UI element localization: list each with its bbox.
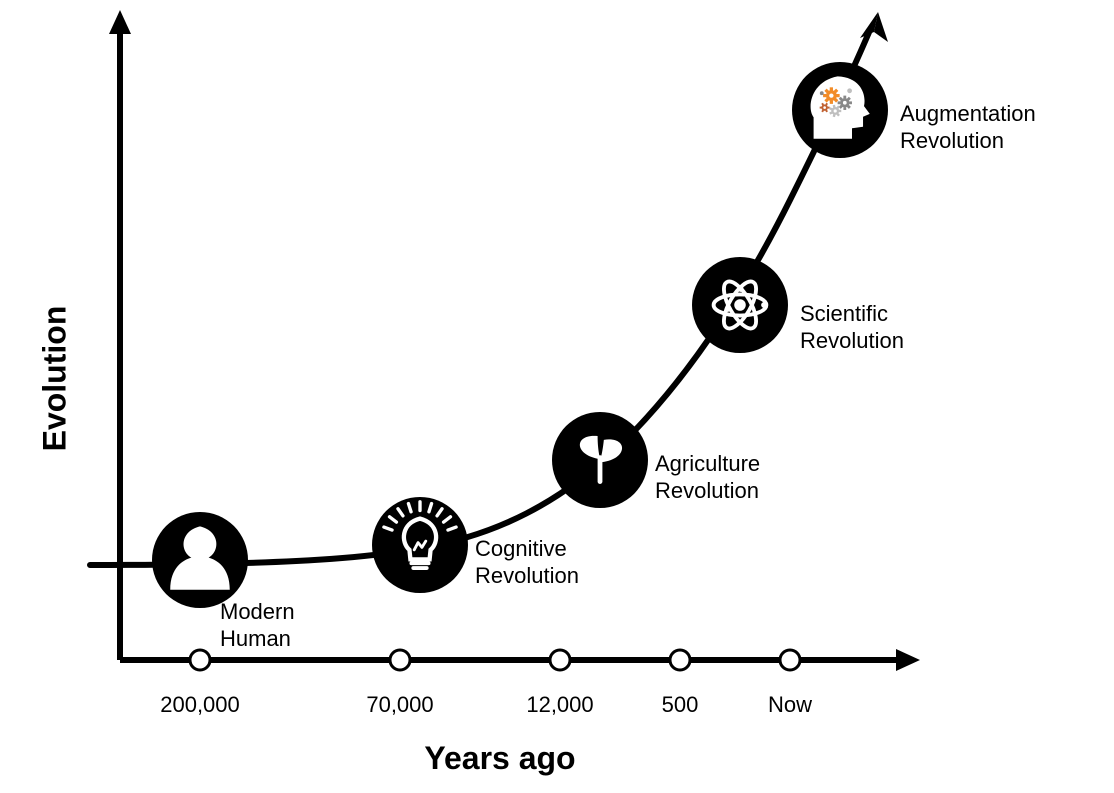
y-axis-label-text: Evolution xyxy=(37,306,73,452)
x-tick-label: 200,000 xyxy=(160,692,240,718)
x-tick-label-text: 12,000 xyxy=(526,692,593,717)
milestone-label-line: Scientific xyxy=(800,300,904,327)
milestone-label-line: Revolution xyxy=(800,327,904,354)
x-tick-label: Now xyxy=(768,692,812,718)
milestone-label-agriculture-revolution: AgricultureRevolution xyxy=(655,450,760,504)
milestone-label-line: Revolution xyxy=(655,477,760,504)
milestone-label-augmentation-revolution: AugmentationRevolution xyxy=(900,100,1036,154)
milestone-label-line: Modern xyxy=(220,598,295,625)
milestone-label-line: Cognitive xyxy=(475,535,579,562)
milestone-label-line: Revolution xyxy=(900,127,1036,154)
x-axis-label: Years ago xyxy=(350,740,650,777)
x-tick-label: 500 xyxy=(662,692,699,718)
milestone-agriculture-revolution xyxy=(552,412,648,508)
diagram-stage: Evolution Years ago 200,000 70,000 12,000 500… xyxy=(0,0,1114,793)
milestone-label-line: Augmentation xyxy=(900,100,1036,127)
milestone-scientific-revolution xyxy=(692,257,788,353)
x-tick-label-text: 70,000 xyxy=(366,692,433,717)
milestone-label-cognitive-revolution: CognitiveRevolution xyxy=(475,535,579,589)
milestone-cognitive-revolution xyxy=(372,497,468,593)
milestone-label-line: Human xyxy=(220,625,295,652)
milestone-modern-human xyxy=(152,512,248,608)
milestone-label-scientific-revolution: ScientificRevolution xyxy=(800,300,904,354)
milestone-label-line: Revolution xyxy=(475,562,579,589)
y-axis-label: Evolution xyxy=(37,279,74,479)
x-tick-label-text: 200,000 xyxy=(160,692,240,717)
x-tick-label: 70,000 xyxy=(366,692,433,718)
milestone-label-line: Agriculture xyxy=(655,450,760,477)
milestone-augmentation-revolution xyxy=(792,62,888,158)
x-tick-label-text: Now xyxy=(768,692,812,717)
x-tick-label: 12,000 xyxy=(526,692,593,718)
x-tick-label-text: 500 xyxy=(662,692,699,717)
x-axis-label-text: Years ago xyxy=(424,740,575,776)
milestone-label-modern-human: ModernHuman xyxy=(220,598,295,652)
